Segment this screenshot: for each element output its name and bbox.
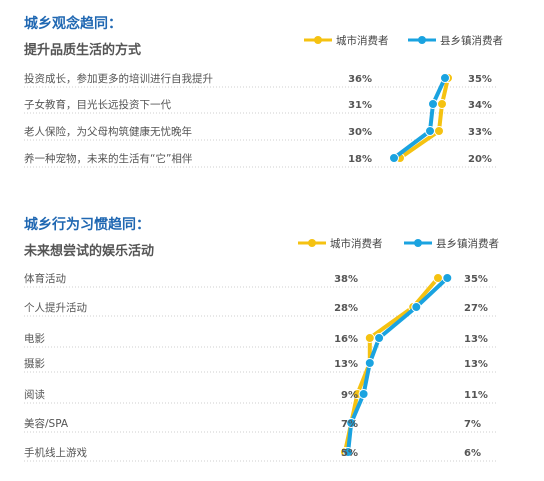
legend-2-city-marker bbox=[308, 239, 316, 247]
category-label: 电影 bbox=[24, 332, 45, 345]
category-label: 个人提升活动 bbox=[24, 302, 87, 314]
category-label: 投资成长，参加更多的培训进行自我提升 bbox=[24, 72, 213, 85]
value-label-left: 28% bbox=[334, 303, 358, 314]
data-point-city bbox=[434, 126, 444, 136]
data-point-county bbox=[343, 447, 354, 457]
legend-city-marker bbox=[314, 36, 322, 44]
category-label: 养一种宠物，未来的生活有“它”相伴 bbox=[24, 152, 193, 165]
value-label-right: 20% bbox=[468, 154, 492, 165]
category-label: 子女教育，目光长远投资下一代 bbox=[24, 98, 171, 111]
value-label-right: 27% bbox=[464, 303, 488, 314]
data-point-county bbox=[364, 358, 375, 368]
value-label-right: 7% bbox=[464, 419, 481, 430]
value-label-right: 11% bbox=[464, 390, 488, 401]
value-label-left: 5% bbox=[341, 448, 358, 459]
data-point-city bbox=[364, 333, 375, 343]
data-point-county bbox=[389, 153, 399, 163]
chart-2-legend: 城市消费者 县乡镇消费者 bbox=[298, 237, 499, 250]
legend-2-county-marker bbox=[414, 239, 422, 247]
series-line-city bbox=[398, 76, 450, 160]
value-label-left: 31% bbox=[348, 100, 372, 111]
legend-city-label: 城市消费者 bbox=[336, 34, 389, 47]
value-label-left: 7% bbox=[341, 419, 358, 430]
data-point-county bbox=[442, 273, 453, 283]
value-label-left: 9% bbox=[341, 390, 358, 401]
value-label-right: 33% bbox=[468, 127, 492, 138]
category-label: 手机线上游戏 bbox=[24, 446, 87, 459]
value-label-left: 30% bbox=[348, 127, 372, 138]
legend-2-city-label: 城市消费者 bbox=[330, 237, 383, 250]
value-label-right: 6% bbox=[464, 448, 481, 459]
value-label-left: 18% bbox=[348, 154, 372, 165]
series-line-county bbox=[346, 276, 450, 454]
category-label: 体育活动 bbox=[24, 272, 66, 285]
value-label-right: 35% bbox=[468, 74, 492, 85]
value-label-left: 16% bbox=[334, 334, 358, 345]
category-label: 阅读 bbox=[24, 388, 45, 401]
legend-county-marker bbox=[418, 36, 426, 44]
value-label-left: 38% bbox=[334, 274, 358, 285]
section-1-heading: 城乡观念趋同： bbox=[24, 15, 122, 32]
data-point-county bbox=[358, 389, 369, 399]
legend-county-label: 县乡镇消费者 bbox=[440, 34, 503, 47]
section-2-heading: 城乡行为习惯趋同： bbox=[24, 216, 150, 233]
value-label-left: 13% bbox=[334, 359, 358, 370]
data-point-city bbox=[437, 99, 447, 109]
category-label: 美容/SPA bbox=[24, 417, 69, 430]
data-point-county bbox=[374, 333, 385, 343]
chart-marks: 投资成长，参加更多的培训进行自我提升子女教育，目光长远投资下一代老人保险，为父母… bbox=[24, 72, 496, 462]
data-point-county bbox=[411, 302, 422, 312]
category-label: 老人保险，为父母构筑健康无忧晚年 bbox=[24, 125, 192, 138]
value-label-right: 34% bbox=[468, 100, 492, 111]
value-label-right: 35% bbox=[464, 274, 488, 285]
category-label: 摄影 bbox=[24, 357, 45, 370]
series-line-county bbox=[392, 76, 447, 160]
data-point-county bbox=[428, 99, 438, 109]
value-label-right: 13% bbox=[464, 334, 488, 345]
chart-1: 投资成长，参加更多的培训进行自我提升子女教育，目光长远投资下一代老人保险，为父母… bbox=[24, 72, 496, 168]
value-label-right: 13% bbox=[464, 359, 488, 370]
data-point-county bbox=[425, 126, 435, 136]
series-line-city bbox=[343, 276, 440, 454]
chart-1-legend: 城市消费者 县乡镇消费者 bbox=[304, 34, 503, 47]
value-label-left: 36% bbox=[348, 74, 372, 85]
data-point-county bbox=[440, 73, 450, 83]
chart-2-title: 未来想尝试的娱乐活动 bbox=[23, 243, 154, 259]
data-point-county bbox=[346, 418, 357, 428]
legend-2-county-label: 县乡镇消费者 bbox=[436, 237, 499, 250]
chart-1-title: 提升品质生活的方式 bbox=[24, 42, 141, 58]
